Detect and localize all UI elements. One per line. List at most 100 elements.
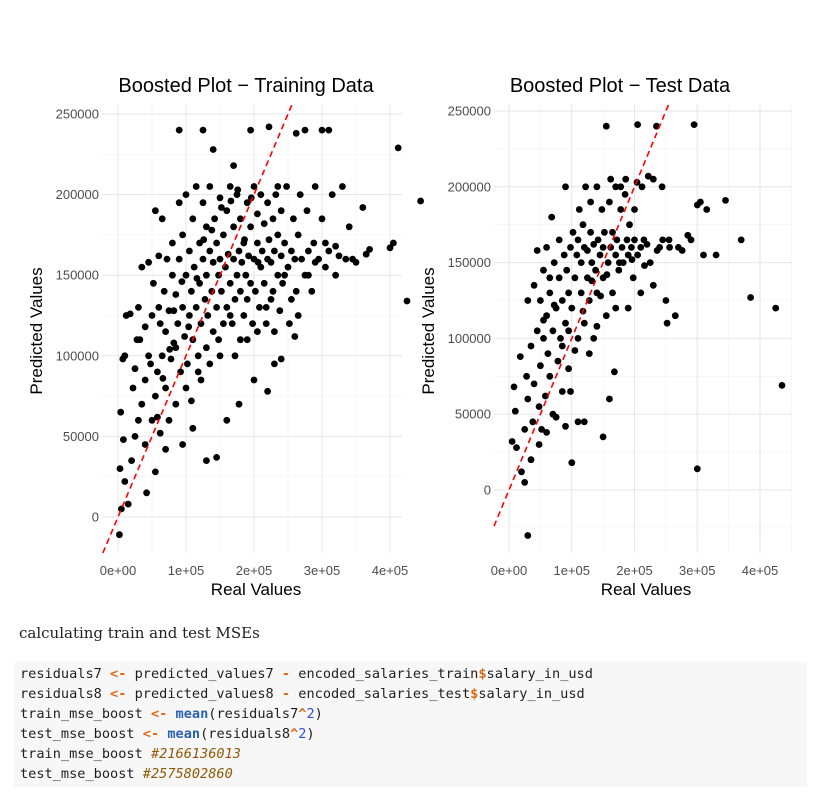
data-point xyxy=(609,289,616,297)
data-point xyxy=(524,532,532,539)
data-point xyxy=(305,271,312,279)
data-point xyxy=(152,392,159,400)
data-point xyxy=(209,258,217,266)
code-token: ) xyxy=(306,726,315,742)
data-point xyxy=(188,287,195,295)
data-point xyxy=(602,122,610,130)
code-line: residuals7 <- predicted_values7 - encode… xyxy=(20,664,593,684)
data-point xyxy=(599,433,607,441)
data-point xyxy=(587,198,594,206)
data-point xyxy=(218,287,225,295)
data-point xyxy=(201,296,209,303)
y-tick-label: 0 xyxy=(92,510,99,525)
data-point xyxy=(603,271,611,279)
data-point xyxy=(145,258,153,266)
data-point xyxy=(120,436,127,443)
data-point xyxy=(538,426,545,433)
code-token: residuals8 xyxy=(20,686,111,702)
data-point xyxy=(527,342,535,350)
data-point xyxy=(136,336,144,344)
data-point xyxy=(135,416,142,424)
data-point xyxy=(574,335,582,342)
x-tick-label: 1e+05 xyxy=(168,563,205,578)
data-point xyxy=(170,307,178,315)
y-tick-label: 150000 xyxy=(56,268,99,283)
data-point xyxy=(540,266,547,274)
data-point xyxy=(204,312,212,319)
data-point xyxy=(237,336,244,344)
data-point xyxy=(231,352,239,360)
data-point xyxy=(288,296,295,303)
code-line: test_mse_boost <- mean(residuals8^2) xyxy=(20,724,315,744)
data-point xyxy=(233,271,241,279)
data-point xyxy=(211,215,219,223)
data-point xyxy=(147,360,155,368)
data-point xyxy=(247,279,255,287)
data-point xyxy=(247,223,255,231)
data-point xyxy=(352,258,360,266)
data-point xyxy=(138,263,146,271)
data-point xyxy=(590,335,598,342)
code-token: test_mse_boost xyxy=(20,726,143,742)
data-point xyxy=(192,183,200,190)
code-operator: <- xyxy=(110,686,127,702)
scatter-plots: 0e+00 1e+05 2e+05 3e+05 4e+05 0 50000 100000 150… xyxy=(27,75,792,599)
data-point xyxy=(598,206,606,213)
data-point xyxy=(121,478,129,485)
data-point xyxy=(558,342,566,350)
code-function: mean xyxy=(167,726,201,742)
data-point xyxy=(182,384,190,392)
data-point xyxy=(662,297,670,304)
data-point xyxy=(165,416,173,424)
data-point xyxy=(190,263,198,271)
data-point xyxy=(218,204,225,211)
data-point xyxy=(186,312,193,319)
data-point xyxy=(558,388,566,395)
data-point xyxy=(516,353,524,360)
code-token: salary_in_usd xyxy=(478,686,585,702)
data-point xyxy=(308,287,316,295)
data-point xyxy=(215,336,223,344)
data-point xyxy=(116,465,124,472)
data-point xyxy=(537,362,544,370)
data-point xyxy=(617,206,625,213)
data-point xyxy=(152,207,159,215)
data-point xyxy=(188,397,195,405)
data-point xyxy=(199,255,207,263)
data-point xyxy=(240,312,248,319)
data-point xyxy=(671,312,679,320)
data-point xyxy=(260,220,268,228)
data-point xyxy=(179,304,187,311)
data-point xyxy=(508,438,516,445)
data-point xyxy=(641,262,648,269)
data-point xyxy=(649,175,657,183)
data-point xyxy=(311,183,319,190)
code-line: train_mse_boost #2166136013 xyxy=(20,744,241,764)
data-point xyxy=(631,236,638,244)
data-point xyxy=(549,327,557,335)
data-point xyxy=(265,236,273,244)
data-point xyxy=(169,239,176,247)
data-point xyxy=(288,247,295,255)
data-point xyxy=(179,441,187,448)
data-point xyxy=(156,320,164,327)
data-point xyxy=(394,144,402,152)
chart-title: Boosted Plot − Training Data xyxy=(118,75,374,97)
data-point xyxy=(562,319,569,327)
data-point xyxy=(339,183,346,190)
data-point xyxy=(294,231,302,239)
data-point xyxy=(197,376,205,384)
data-point xyxy=(602,312,610,320)
data-point xyxy=(186,247,193,255)
data-point xyxy=(637,244,645,251)
data-point xyxy=(621,191,629,198)
data-point xyxy=(574,418,582,426)
data-point xyxy=(121,352,129,360)
prose-text: calculating train and test MSEs xyxy=(19,624,260,642)
data-point xyxy=(582,183,589,191)
data-point xyxy=(568,304,576,312)
data-point xyxy=(175,199,183,207)
data-point xyxy=(678,247,686,254)
data-point xyxy=(260,279,268,287)
data-point xyxy=(584,247,591,254)
